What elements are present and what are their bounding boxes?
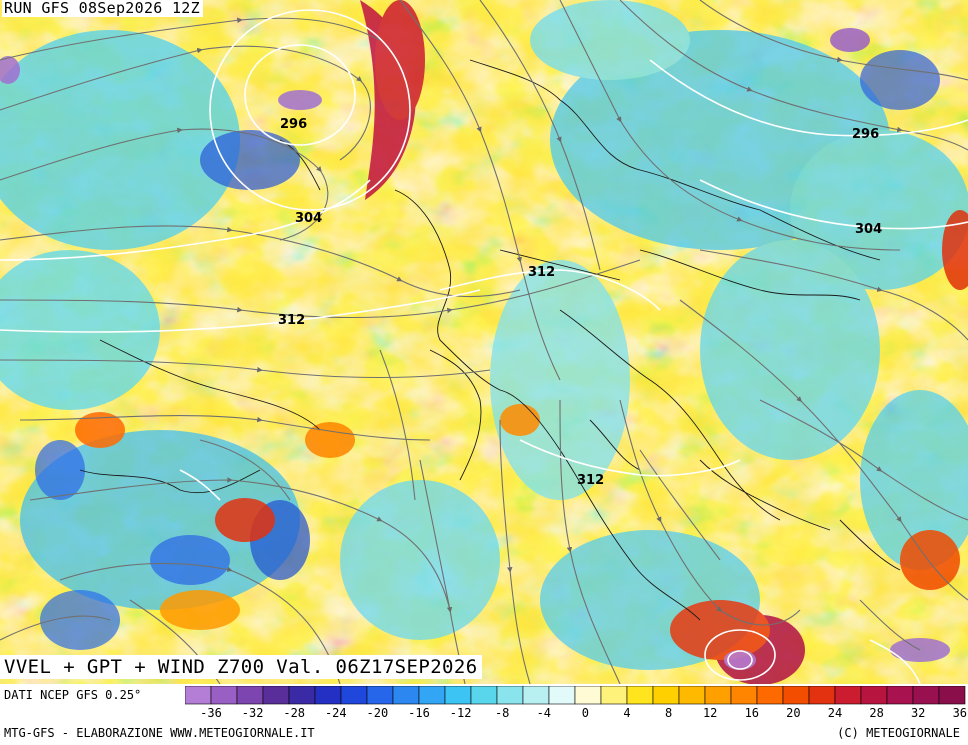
legend-swatch	[470, 686, 498, 705]
contour-296-east: 296	[852, 127, 879, 142]
legend-tick: -24	[324, 706, 347, 720]
legend-swatch	[236, 686, 264, 705]
data-source-label: DATI NCEP GFS 0.25°	[4, 688, 142, 702]
map-title: VVEL + GPT + WIND Z700 Val. 06Z17SEP2026	[0, 655, 482, 679]
legend-swatch	[288, 686, 316, 705]
legend-tick: 32	[910, 706, 926, 720]
legend-swatch	[185, 686, 212, 705]
legend-swatch	[912, 686, 940, 705]
geopotential-contours	[0, 9, 968, 684]
legend-swatch	[808, 686, 836, 705]
legend-tick: -8	[494, 706, 510, 720]
legend-swatch	[678, 686, 706, 705]
map-canvas: 296 304 312 312 312 296 304	[0, 0, 968, 684]
legend-swatch	[210, 686, 238, 705]
contour-304-west: 304	[295, 211, 322, 226]
legend-swatch	[496, 686, 524, 705]
legend-swatch	[626, 686, 654, 705]
legend-swatch	[860, 686, 888, 705]
contour-304-east: 304	[855, 222, 882, 237]
legend-tick: -32	[241, 706, 264, 720]
legend-tick: -16	[408, 706, 430, 720]
purple-regions	[0, 28, 950, 670]
contour-312-center: 312	[528, 265, 555, 280]
legend-swatch	[938, 686, 966, 705]
legend-tick: -4	[536, 706, 552, 720]
weather-map: 296 304 312 312 312 296 304	[0, 0, 968, 684]
legend-swatch	[418, 686, 446, 705]
legend-tick: 8	[664, 706, 673, 720]
contour-312-south: 312	[577, 473, 604, 488]
legend-swatch	[366, 686, 394, 705]
credit-left: MTG-GFS - ELABORAZIONE WWW.METEOGIORNALE…	[4, 726, 315, 740]
legend-tick: -28	[283, 706, 306, 720]
legend-swatch	[652, 686, 680, 705]
contour-labels: 296 304 312 312 312 296 304	[278, 117, 882, 488]
legend-tick: 36	[952, 706, 968, 720]
legend-tick: 12	[702, 706, 718, 720]
run-label: RUN GFS 08Sep2026 12Z	[2, 0, 203, 17]
legend-swatch	[756, 686, 784, 705]
wind-streamlines	[0, 0, 968, 684]
legend-tick: -36	[200, 706, 222, 720]
legend-tick: 16	[744, 706, 760, 720]
legend-swatch	[522, 686, 550, 705]
legend-tick: -20	[366, 706, 389, 720]
color-legend	[185, 686, 966, 705]
cyan-regions	[0, 0, 968, 670]
legend-swatch	[834, 686, 862, 705]
legend-swatch	[730, 686, 758, 705]
legend-swatch	[574, 686, 602, 705]
legend-swatch	[548, 686, 576, 705]
legend-swatch	[600, 686, 628, 705]
legend-tick: 20	[786, 706, 801, 720]
legend-tick: 28	[869, 706, 884, 720]
legend-swatch	[444, 686, 472, 705]
legend-tick: 4	[623, 706, 631, 720]
legend-swatch	[314, 686, 342, 705]
contour-312-west: 312	[278, 313, 305, 328]
legend-tick: 24	[827, 706, 843, 720]
legend-tick: -12	[449, 706, 472, 720]
legend-tick: 0	[581, 706, 590, 720]
legend-swatch	[704, 686, 732, 705]
credit-right: (C) METEOGIORNALE	[837, 726, 960, 740]
legend-swatch	[392, 686, 420, 705]
legend-swatch	[262, 686, 290, 705]
legend-tick-labels: -36 -32 -28 -24 -20 -16 -12 -8 -4 0 4 8 12 16 20 24 28 32…	[185, 706, 968, 724]
contour-296-west: 296	[280, 117, 307, 132]
legend-swatch	[782, 686, 810, 705]
legend-swatch	[886, 686, 914, 705]
legend-swatch	[340, 686, 368, 705]
